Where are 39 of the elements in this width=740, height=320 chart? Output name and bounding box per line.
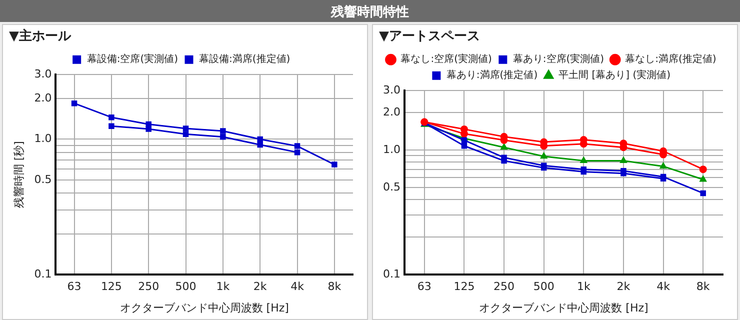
x-tick-label: 4k xyxy=(656,280,671,294)
y-tick-label: 3.0 xyxy=(382,83,400,96)
x-tick-label: 125 xyxy=(454,280,475,294)
y-tick-label: 1.0 xyxy=(382,142,400,156)
x-tick-label: 500 xyxy=(175,280,196,294)
x-tick-label: 125 xyxy=(100,280,122,294)
x-tick-label: 2k xyxy=(253,280,268,294)
y-tick-label: 0.1 xyxy=(34,267,52,280)
x-tick-label: 250 xyxy=(494,280,515,294)
y-tick-label: 3.0 xyxy=(34,67,52,80)
legend-label: 幕あり:満席(推定値) xyxy=(446,69,538,82)
chart-subtitle: ▼主ホール xyxy=(9,28,72,44)
legend-label: 幕あり:空席(実測値) xyxy=(512,53,604,66)
x-tick-label: 1k xyxy=(576,280,591,294)
chart-title: 残響時間特性 xyxy=(0,0,740,22)
x-tick-label: 2k xyxy=(616,280,631,294)
x-axis-title: オクターブバンド中心周波数 [Hz] xyxy=(479,301,648,314)
x-axis-title: オクターブバンド中心周波数 [Hz] xyxy=(120,301,289,314)
legend-label: 幕なし:空席(実測値) xyxy=(400,53,492,66)
x-tick-label: 8k xyxy=(696,280,710,294)
legend-label: 幕設備:満席(推定値) xyxy=(199,53,290,66)
y-tick-label: 1.0 xyxy=(34,132,52,146)
y-tick-label: 0.5 xyxy=(382,180,400,194)
x-tick-label: 1k xyxy=(216,280,230,294)
y-tick-label: 0.5 xyxy=(34,172,52,186)
legend-label: 幕設備:空席(実測値) xyxy=(86,53,178,66)
x-tick-label: 500 xyxy=(533,280,554,294)
x-tick-label: 8k xyxy=(328,280,342,294)
legend-label: 幕なし:満席(推定値) xyxy=(625,53,716,66)
y-axis-title: 残響時間 [秒] xyxy=(12,141,26,208)
chart-subtitle: ▼アートスペース xyxy=(379,29,480,44)
y-tick-label: 0.1 xyxy=(382,267,400,280)
legend-label: 平土間 [幕あり] (実測値) xyxy=(558,69,671,82)
x-tick-label: 63 xyxy=(67,280,82,294)
x-tick-label: 4k xyxy=(290,280,305,294)
y-tick-label: 2.0 xyxy=(34,91,52,104)
x-tick-label: 250 xyxy=(138,280,160,294)
x-tick-label: 63 xyxy=(417,280,432,294)
y-tick-label: 2.0 xyxy=(382,105,400,118)
